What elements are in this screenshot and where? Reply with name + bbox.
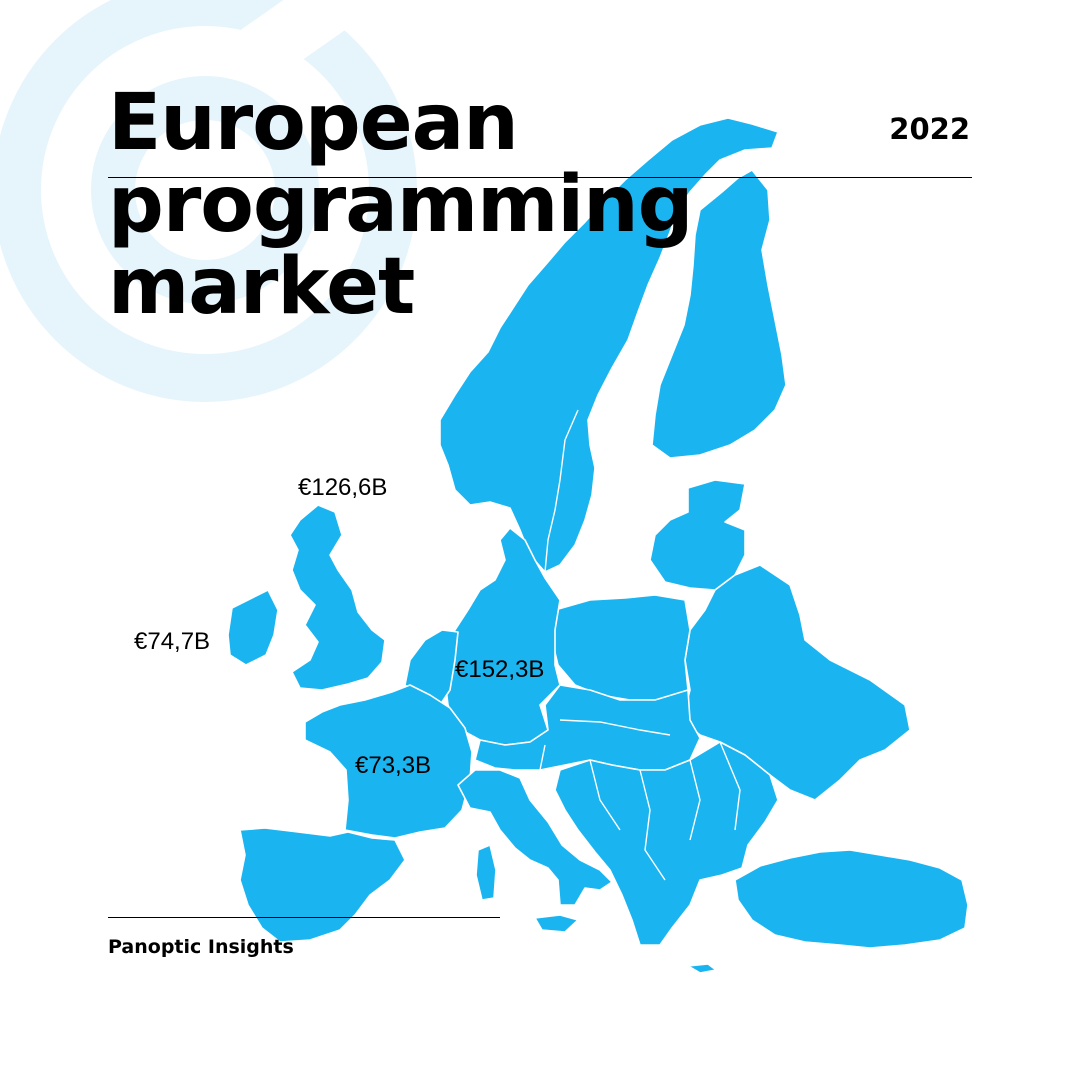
uk-value-label: €126,6B (298, 474, 388, 501)
central-europe-region (474, 684, 701, 771)
top-divider (108, 177, 972, 178)
turkey-region (734, 849, 969, 949)
france-region (304, 684, 473, 839)
iberia-region (239, 827, 406, 943)
title-line-2: programming (108, 160, 693, 250)
france-value-label: €73,3B (355, 752, 432, 779)
crete-region (687, 963, 717, 974)
germany-value-label: €152,3B (455, 656, 545, 683)
title-line-1: European (108, 78, 519, 168)
uk-region (289, 504, 386, 691)
poland-region (551, 594, 691, 701)
italy-region (457, 769, 613, 906)
ireland-value-label: €74,7B (134, 628, 211, 655)
brand-name: Panoptic Insights (108, 936, 294, 958)
ireland-region (227, 589, 279, 666)
year-label: 2022 (889, 112, 970, 146)
bottom-divider (108, 917, 500, 918)
baltics-region (649, 479, 746, 591)
finland-region (651, 169, 787, 459)
page-title: European programming market (108, 78, 693, 332)
sicily-region (534, 914, 579, 933)
title-line-3: market (108, 242, 415, 332)
sardinia-region (475, 844, 497, 901)
balkans-region (554, 741, 779, 946)
